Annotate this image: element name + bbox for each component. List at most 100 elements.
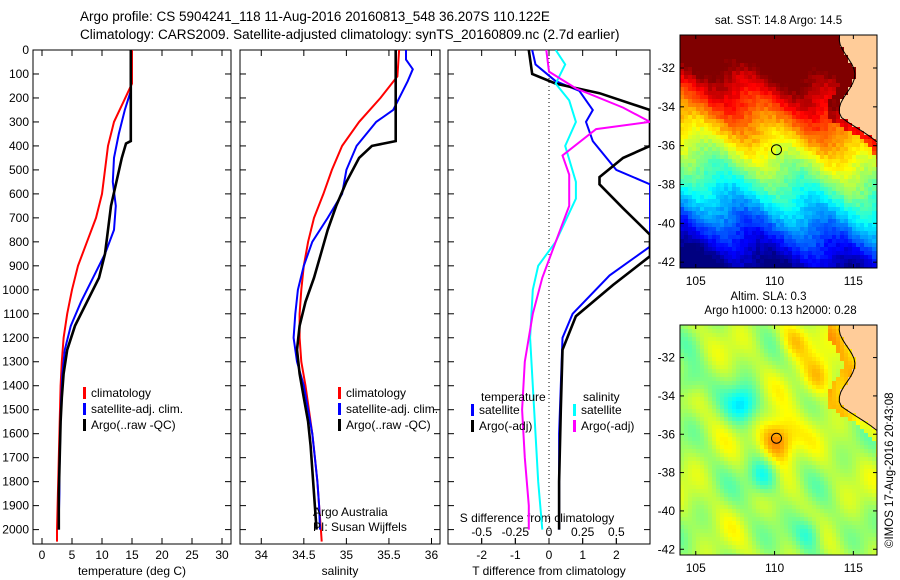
map-cell [816, 91, 820, 95]
map-cell [688, 99, 692, 103]
map-cell [820, 385, 824, 389]
map-cell [776, 147, 780, 151]
map-cell [732, 433, 736, 437]
map-cell [844, 79, 848, 83]
map-cell [816, 127, 820, 131]
map-cell [780, 135, 784, 139]
annotation-text: Argo Australia [313, 505, 388, 519]
map-cell [708, 247, 712, 251]
map-cell [692, 401, 696, 405]
map-frame [679, 34, 878, 269]
map-cell [832, 195, 836, 199]
map-cell [728, 243, 732, 247]
map-cell [800, 127, 804, 131]
y-tick-label: 200 [9, 91, 29, 105]
map-cell [756, 123, 760, 127]
map-cell [708, 263, 712, 267]
map-cell [692, 381, 696, 385]
map-cell [872, 99, 876, 103]
map-cell [688, 243, 692, 247]
map-cell [736, 195, 740, 199]
map-cell [748, 389, 752, 393]
map-cell [796, 155, 800, 159]
map-cell [828, 421, 832, 425]
map-cell [820, 389, 824, 393]
map-cell [840, 389, 844, 393]
map-cell [756, 91, 760, 95]
map-cell [756, 79, 760, 83]
map-cell [836, 215, 840, 219]
map-cell [784, 215, 788, 219]
map-cell [848, 255, 852, 259]
map-cell [792, 39, 796, 43]
map-cell [696, 211, 700, 215]
map-cell [728, 167, 732, 171]
map-cell [724, 215, 728, 219]
map-cell [860, 429, 864, 433]
map-cell [680, 433, 684, 437]
map-cell [816, 163, 820, 167]
map-cell [788, 349, 792, 353]
map-cell [868, 449, 872, 453]
map-cell [856, 163, 860, 167]
map-y-tick-label: -40 [658, 216, 676, 230]
x-tick-label: 30 [215, 548, 229, 562]
map-cell [680, 187, 684, 191]
map-cell [740, 91, 744, 95]
map-cell [724, 139, 728, 143]
map-cell [820, 235, 824, 239]
map-cell [736, 215, 740, 219]
map-cell [796, 389, 800, 393]
x-tick-label: 35 [340, 548, 354, 562]
map-cell [844, 67, 848, 71]
map-cell [796, 333, 800, 337]
map-cell [824, 377, 828, 381]
map-cell [740, 219, 744, 223]
map-cell [872, 377, 876, 381]
map-cell [688, 457, 692, 461]
map-cell [752, 357, 756, 361]
map-cell [764, 47, 768, 51]
map-cell [852, 43, 856, 47]
map-cell [808, 195, 812, 199]
map-cell [784, 51, 788, 55]
map-cell [736, 103, 740, 107]
map-cell [752, 337, 756, 341]
map-cell [736, 357, 740, 361]
map-cell [792, 365, 796, 369]
map-cell [868, 99, 872, 103]
map-cell [708, 123, 712, 127]
map-cell [780, 71, 784, 75]
map-cell [728, 111, 732, 115]
map-cell [848, 461, 852, 465]
map-cell [776, 227, 780, 231]
map-cell [740, 151, 744, 155]
map-cell [748, 67, 752, 71]
map-cell [816, 139, 820, 143]
map-cell [736, 131, 740, 135]
map-cell [820, 35, 824, 39]
map-cell [708, 413, 712, 417]
map-cell [804, 175, 808, 179]
map-cell [728, 227, 732, 231]
map-cell [752, 441, 756, 445]
map-cell [728, 163, 732, 167]
map-cell [844, 243, 848, 247]
map-cell [812, 235, 816, 239]
map-cell [768, 67, 772, 71]
map-cell [832, 179, 836, 183]
map-cell [832, 421, 836, 425]
map-cell [804, 433, 808, 437]
map-cell [856, 187, 860, 191]
map-cell [720, 373, 724, 377]
map-cell [700, 223, 704, 227]
map-cell [740, 167, 744, 171]
map-cell [772, 437, 776, 441]
map-cell [748, 167, 752, 171]
map-cell [736, 417, 740, 421]
map-cell [844, 401, 848, 405]
map-cell [720, 139, 724, 143]
map-cell [736, 127, 740, 131]
map-cell [692, 211, 696, 215]
map-cell [724, 107, 728, 111]
